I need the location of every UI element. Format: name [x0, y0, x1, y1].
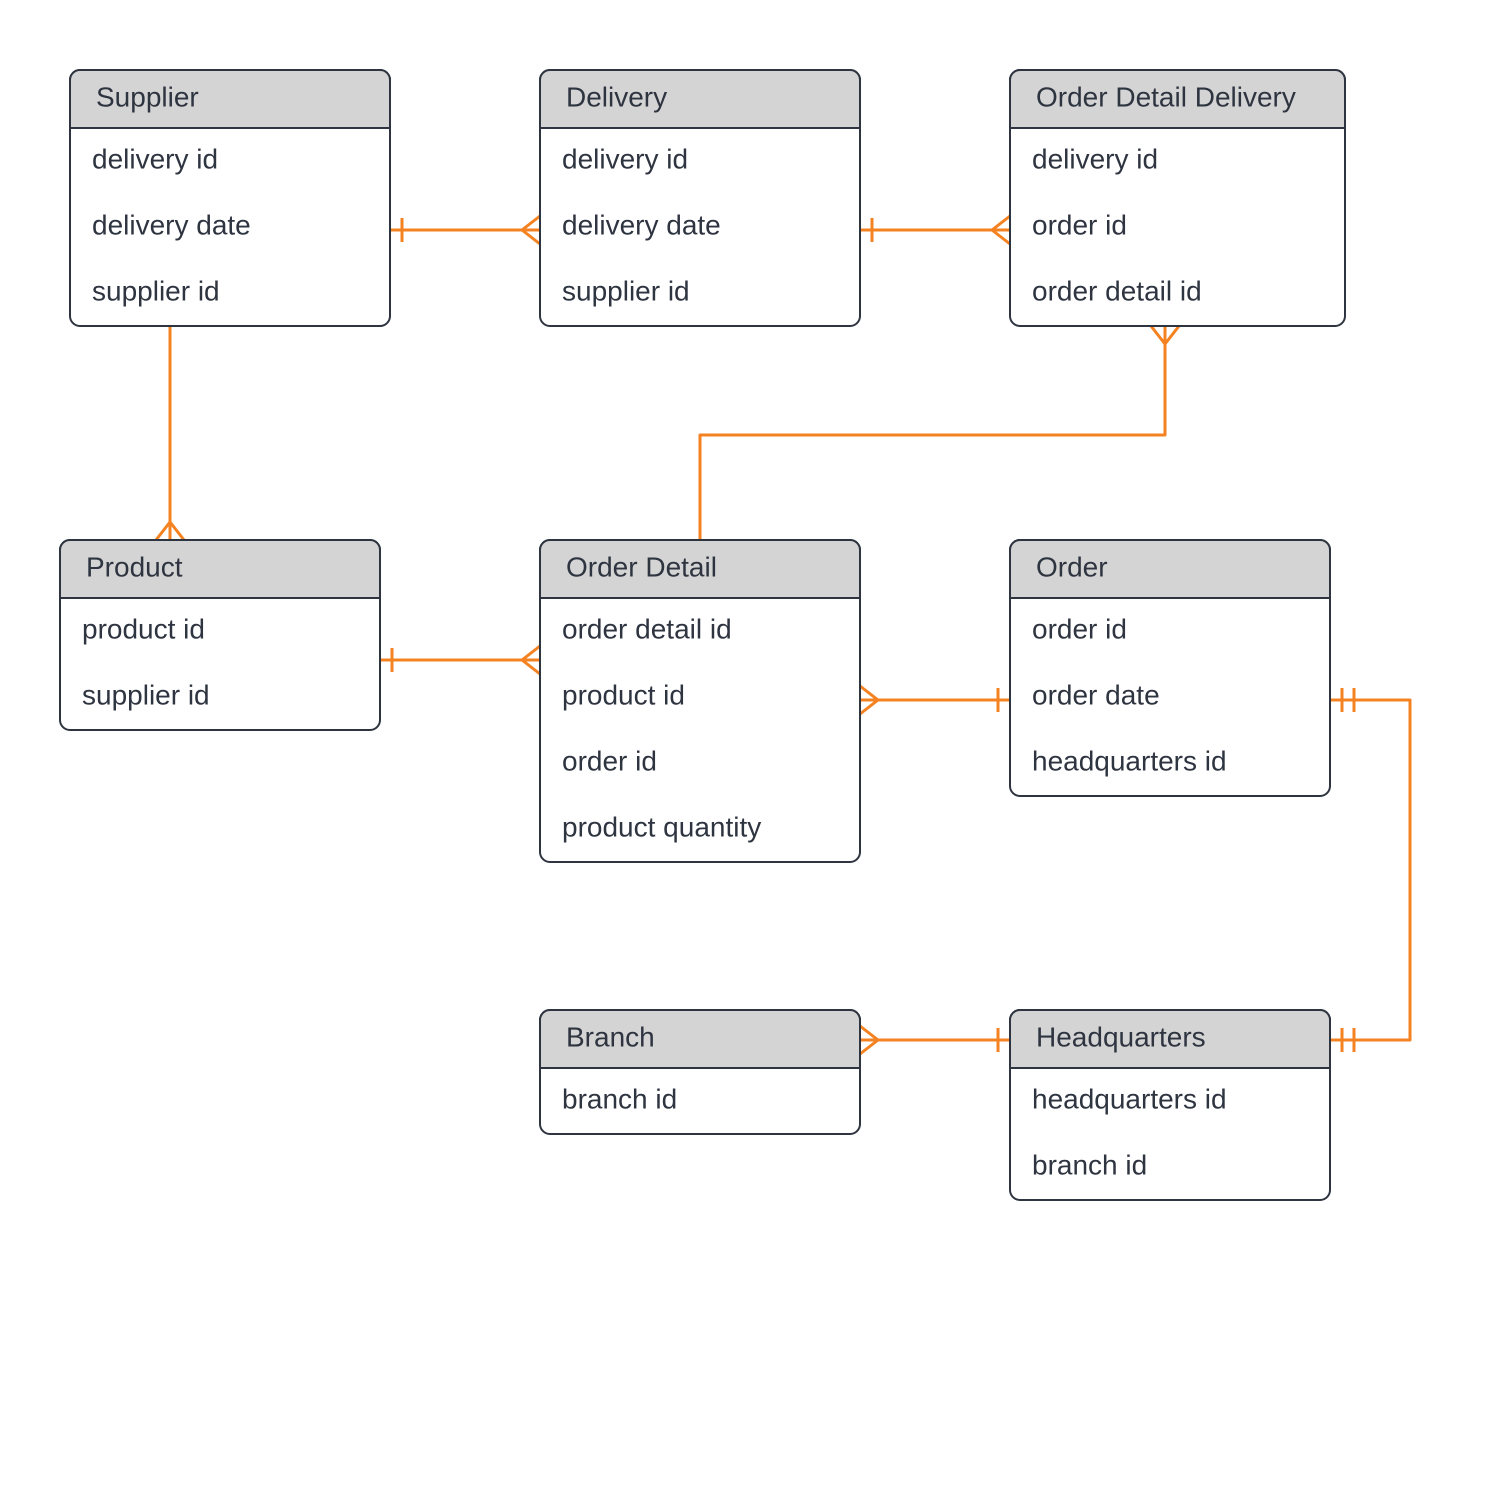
- entity-attr: order id: [1032, 613, 1127, 644]
- entity-title: Headquarters: [1036, 1021, 1206, 1052]
- entity-attr: product id: [562, 679, 685, 710]
- er-diagram: Supplier delivery id delivery date supplier…: [0, 0, 1500, 1500]
- entity-orderdetail: Order Detail order detail id product id ord…: [540, 540, 860, 862]
- entity-attr: headquarters id: [1032, 1083, 1227, 1114]
- entity-title: Order Detail Delivery: [1036, 81, 1296, 112]
- relationship: [860, 1026, 1010, 1054]
- entity-attr: delivery date: [562, 209, 721, 240]
- entity-attr: delivery id: [1032, 143, 1158, 174]
- entity-attr: order detail id: [562, 613, 732, 644]
- entity-attr: order detail id: [1032, 275, 1202, 306]
- entity-attr: product id: [82, 613, 205, 644]
- entity-attr: branch id: [1032, 1149, 1147, 1180]
- relationship: [390, 216, 540, 244]
- entity-attr: supplier id: [82, 679, 210, 710]
- entity-product: Product product id supplier id: [60, 540, 380, 730]
- relationship: [860, 686, 1010, 714]
- relationship: [380, 646, 540, 674]
- entity-attr: branch id: [562, 1083, 677, 1114]
- entity-attr: headquarters id: [1032, 745, 1227, 776]
- entities-layer: Supplier delivery id delivery date supplier…: [60, 70, 1345, 1200]
- entity-attr: supplier id: [562, 275, 690, 306]
- entity-title: Delivery: [566, 81, 667, 112]
- entity-title: Order Detail: [566, 551, 717, 582]
- entity-attr: order date: [1032, 679, 1160, 710]
- relationship: [860, 216, 1010, 244]
- relationship: [156, 326, 184, 540]
- entity-attr: delivery date: [92, 209, 251, 240]
- entity-attr: order id: [1032, 209, 1127, 240]
- entity-order: Order order id order date headquarters id: [1010, 540, 1330, 796]
- entity-title: Supplier: [96, 81, 199, 112]
- relationship: [700, 326, 1179, 540]
- entity-attr: order id: [562, 745, 657, 776]
- entity-attr: delivery id: [562, 143, 688, 174]
- entity-title: Product: [86, 551, 183, 582]
- entity-title: Branch: [566, 1021, 655, 1052]
- entity-attr: supplier id: [92, 275, 220, 306]
- entity-attr: product quantity: [562, 811, 761, 842]
- entity-hq: Headquarters headquarters id branch id: [1010, 1010, 1330, 1200]
- entity-supplier: Supplier delivery id delivery date supplier…: [70, 70, 390, 326]
- entity-branch: Branch branch id: [540, 1010, 860, 1134]
- entity-delivery: Delivery delivery id delivery date supplier…: [540, 70, 860, 326]
- entity-odd: Order Detail Delivery delivery id order id…: [1010, 70, 1345, 326]
- entity-attr: delivery id: [92, 143, 218, 174]
- relationship: [1330, 688, 1410, 1052]
- entity-title: Order: [1036, 551, 1108, 582]
